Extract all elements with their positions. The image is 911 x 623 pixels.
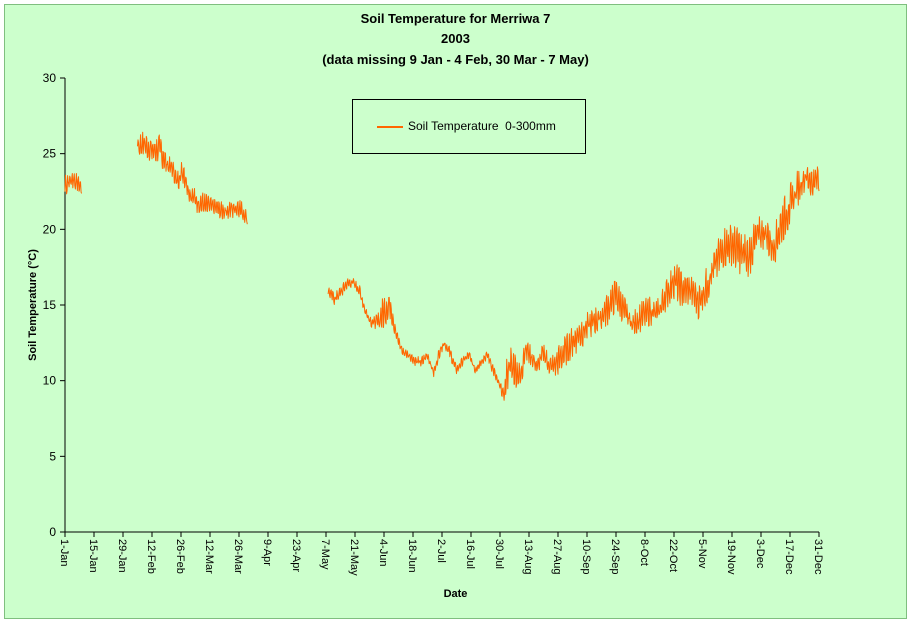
x-tick-label: 3-Dec: [754, 539, 766, 569]
x-tick-label: 24-Sep: [609, 539, 621, 574]
x-tick-label: 9-Apr: [261, 539, 273, 566]
chart-subtitle-note: (data missing 9 Jan - 4 Feb, 30 Mar - 7 …: [322, 52, 589, 67]
x-tick-label: 15-Jan: [87, 539, 99, 573]
y-tick-label: 15: [43, 298, 57, 312]
x-tick-label: 10-Sep: [580, 539, 592, 574]
x-tick-label: 22-Oct: [667, 539, 679, 572]
x-tick-label: 19-Nov: [725, 539, 737, 575]
x-tick-label: 31-Dec: [812, 539, 824, 575]
legend-swatch: [377, 126, 403, 128]
x-tick-label: 30-Jul: [493, 539, 505, 569]
x-tick-label: 8-Oct: [638, 539, 650, 566]
series-line-segment: [64, 173, 83, 195]
y-tick-label: 30: [43, 71, 57, 85]
x-tick-label: 1-Jan: [58, 539, 70, 567]
x-tick-label: 7-May: [319, 539, 331, 570]
legend-label: Soil Temperature 0-300mm: [408, 119, 556, 133]
x-axis-label: Date: [443, 588, 468, 600]
x-tick-label: 12-Feb: [145, 539, 157, 574]
legend: Soil Temperature 0-300mm: [352, 99, 586, 154]
x-tick-label: 16-Jul: [464, 539, 476, 569]
y-tick-label: 20: [43, 222, 57, 236]
x-tick-label: 29-Jan: [116, 539, 128, 573]
y-axis-label: Soil Temperature (°C): [27, 249, 39, 361]
x-tick-label: 13-Aug: [522, 539, 534, 574]
x-tick-label: 2-Jul: [435, 539, 447, 563]
series-line-segment: [327, 166, 820, 401]
x-tick-label: 17-Dec: [783, 539, 795, 575]
y-tick-label: 10: [43, 374, 57, 388]
chart-title: Soil Temperature for Merriwa 7: [360, 11, 551, 26]
x-tick-label: 26-Feb: [174, 539, 186, 574]
plot-area: 0 5 10 15 20 25 30 1-Jan 15-Jan 29-Jan 12-Feb 26-Fe…: [43, 71, 824, 576]
x-tick-label: 12-Mar: [203, 539, 215, 574]
x-tick-label: 4-Jun: [377, 539, 389, 567]
x-tick-label: 5-Nov: [696, 539, 708, 569]
y-tick-label: 25: [43, 147, 57, 161]
y-tick-label: 5: [49, 449, 56, 463]
x-tick-label: 26-Mar: [232, 539, 244, 574]
chart-subtitle-year: 2003: [441, 31, 470, 46]
x-tick-label: 21-May: [348, 539, 360, 576]
x-tick-label: 23-Apr: [290, 539, 302, 572]
x-tick-label: 27-Aug: [551, 539, 563, 574]
y-tick-label: 0: [49, 525, 56, 539]
series-line-segment: [137, 131, 248, 225]
x-tick-label: 18-Jun: [406, 539, 418, 573]
